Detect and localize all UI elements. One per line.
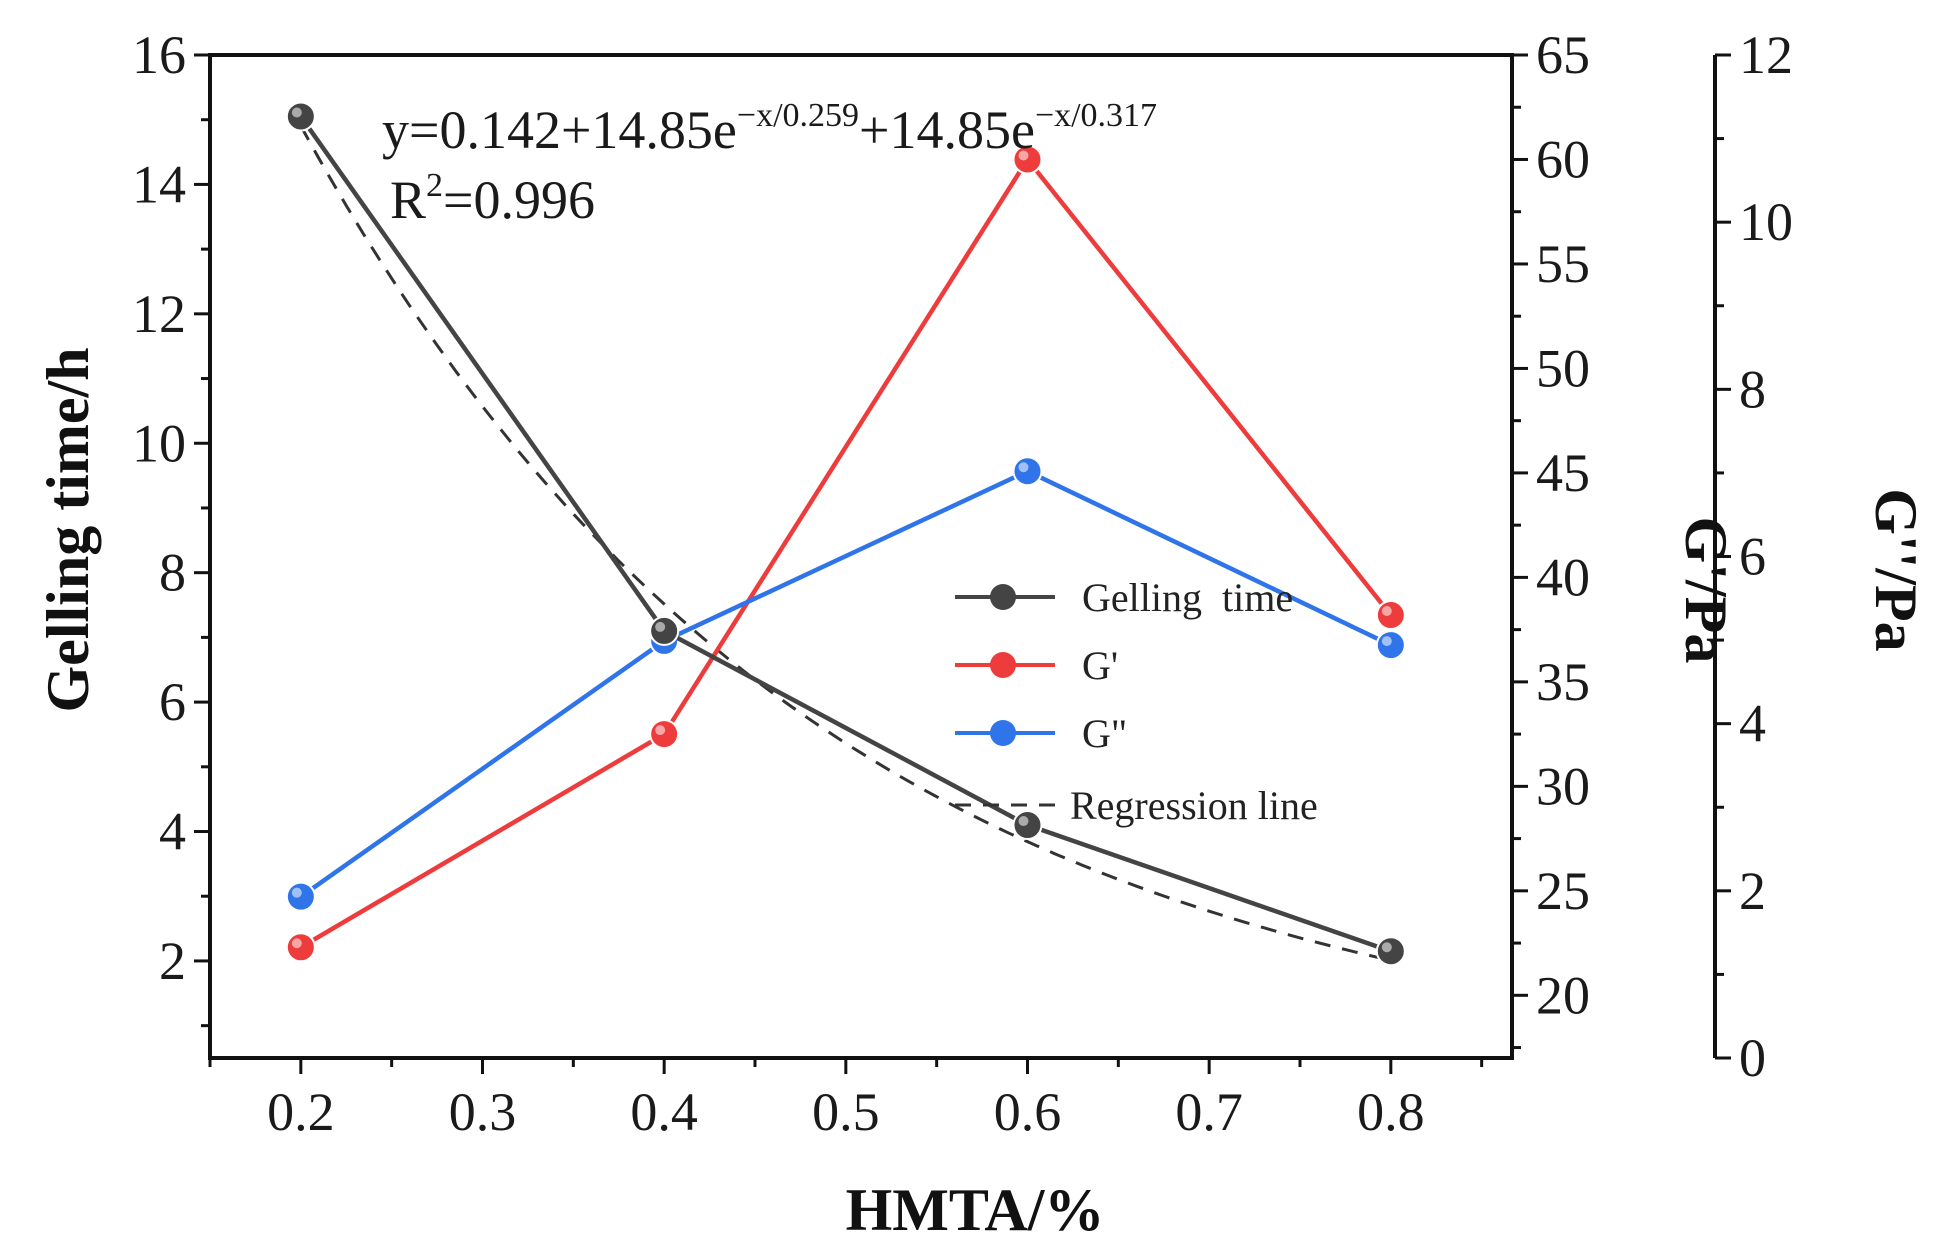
right2-tick-label: 10 (1739, 192, 1793, 252)
plot-border (208, 53, 1514, 1060)
x-tick-label: 0.6 (994, 1082, 1062, 1142)
legend: Gelling time G' G" Regression line (955, 575, 1318, 828)
point-highlight (1381, 606, 1392, 617)
left-axis-title: Gelling time/h (35, 348, 101, 713)
right1-tick-label: 30 (1536, 756, 1590, 816)
right1-tick-label: 45 (1536, 443, 1590, 503)
legend-item-g-prime: G' (955, 643, 1118, 688)
right2-tick-label: 4 (1739, 694, 1766, 754)
point-highlight (291, 107, 302, 118)
left-tick-label: 4 (159, 802, 186, 862)
left-tick-label: 8 (159, 543, 186, 603)
point-g-double-prime (1375, 630, 1406, 661)
right1-tick-label: 35 (1536, 652, 1590, 712)
right2-tick-label: 8 (1739, 359, 1766, 419)
point-highlight (1381, 942, 1392, 953)
x-axis: 0.2 0.3 0.4 0.5 0.6 0.7 0.8 (208, 1058, 1484, 1142)
series-line-g-prime (299, 157, 1393, 950)
right2-axis-title: G''/Pa (1863, 488, 1929, 651)
x-tick-label: 0.3 (449, 1082, 517, 1142)
right1-tick-label: 40 (1536, 547, 1590, 607)
left-tick-label: 2 (159, 931, 186, 991)
regression-line (299, 125, 1392, 962)
left-tick-label: 12 (132, 284, 186, 344)
legend-label: G" (1082, 711, 1127, 756)
series-layer (285, 101, 1406, 967)
right2-tick-label: 12 (1739, 25, 1793, 85)
point-gelling-time (649, 615, 680, 646)
legend-label: Regression line (1070, 783, 1318, 828)
series-line-gelling-time (298, 115, 1392, 954)
right-y-axis-g-double-prime: 0 2 4 6 8 10 12 (1715, 25, 1793, 1088)
x-tick-label: 0.5 (812, 1082, 880, 1142)
left-tick-label: 10 (132, 413, 186, 473)
point-highlight (655, 725, 666, 736)
right-y-axis-g-prime: 20 25 30 35 40 45 50 55 60 65 (1512, 25, 1590, 1050)
point-highlight (1018, 462, 1029, 473)
left-tick-label: 6 (159, 672, 186, 732)
x-tick-label: 0.2 (267, 1082, 335, 1142)
legend-item-g-double-prime: G" (955, 711, 1127, 756)
point-g-prime (649, 719, 680, 750)
point-gelling-time (1012, 810, 1043, 841)
point-g-double-prime (285, 881, 316, 912)
legend-label: Gelling time (1082, 575, 1293, 620)
right2-tick-label: 2 (1739, 861, 1766, 921)
point-highlight (291, 887, 302, 898)
point-gelling-time (285, 101, 316, 132)
point-highlight (1381, 636, 1392, 647)
legend-label: G' (1082, 643, 1118, 688)
right1-tick-label: 60 (1536, 129, 1590, 189)
r-squared: R2=0.996 (390, 167, 595, 230)
regression-equation: y=0.142+14.85e−x/0.259+14.85e−x/0.317 (382, 97, 1157, 160)
x-tick-label: 0.4 (630, 1082, 698, 1142)
right1-tick-label: 20 (1536, 965, 1590, 1025)
legend-item-gelling-time: Gelling time (955, 575, 1293, 620)
left-y-axis: 2 4 6 8 10 12 14 16 (132, 25, 210, 1028)
legend-item-regression-line: Regression line (955, 783, 1318, 828)
right1-tick-label: 25 (1536, 861, 1590, 921)
point-highlight (655, 621, 666, 632)
left-tick-label: 16 (132, 25, 186, 85)
point-highlight (291, 938, 302, 949)
series-line-g-double-prime (299, 468, 1392, 899)
right1-tick-label: 55 (1536, 234, 1590, 294)
left-tick-label: 14 (132, 154, 186, 214)
right1-tick-label: 65 (1536, 25, 1590, 85)
point-g-prime (1375, 600, 1406, 631)
x-tick-label: 0.8 (1357, 1082, 1425, 1142)
point-highlight (1018, 150, 1029, 161)
x-axis-title: HMTA/% (846, 1177, 1105, 1242)
right1-tick-label: 50 (1536, 338, 1590, 398)
point-g-double-prime (1012, 456, 1043, 487)
point-gelling-time (1375, 936, 1406, 967)
right2-tick-label: 0 (1739, 1028, 1766, 1088)
plot-frame (208, 53, 1717, 1060)
right1-axis-title: G'/Pa (1673, 517, 1739, 664)
point-g-prime (285, 932, 316, 963)
x-tick-label: 0.7 (1175, 1082, 1243, 1142)
right2-tick-label: 6 (1739, 527, 1766, 587)
point-highlight (1018, 816, 1029, 827)
